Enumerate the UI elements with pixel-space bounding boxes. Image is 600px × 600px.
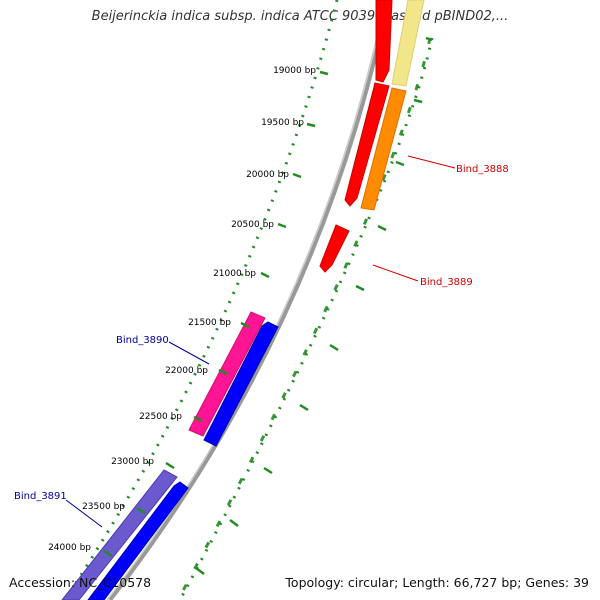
outer-dotted-ring: [178, 37, 434, 600]
tick-label-22000: 22000 bp: [165, 366, 208, 376]
ruler-ticks: [103, 70, 329, 558]
gene-blue-lower: [87, 481, 189, 600]
gene-purple-bind-3891: [61, 469, 178, 600]
gene-red-middle: [344, 82, 390, 207]
tick-label-19500: 19500 bp: [261, 118, 304, 128]
tick-label-21000: 21000 bp: [213, 269, 256, 279]
tick-label-19000: 19000 bp: [273, 66, 316, 76]
gene-label-bind-3889[interactable]: Bind_3889: [420, 277, 473, 288]
tick-label-22500: 22500 bp: [139, 412, 182, 422]
gene-label-bind-3891[interactable]: Bind_3891: [14, 491, 67, 502]
leader-line-bind-3889: [372, 264, 419, 282]
gene-pale-yellow: [391, 0, 425, 87]
gene-red-bind-3889: [319, 224, 350, 273]
leader-line-bind-3890: [168, 341, 210, 365]
tick-label-20500: 20500 bp: [231, 220, 274, 230]
plasmid-backbone-highlight: [106, 0, 386, 600]
tick-label-23500: 23500 bp: [82, 502, 125, 512]
gene-label-bind-3890[interactable]: Bind_3890: [116, 335, 169, 346]
outer-ring-dashes: [195, 36, 433, 575]
tick-label-24000: 24000 bp: [48, 543, 91, 553]
tick-label-20000: 20000 bp: [246, 170, 289, 180]
gene-label-bind-3888[interactable]: Bind_3888: [456, 164, 509, 175]
gene-red-top: [375, 0, 393, 83]
outer-tick-ring: [176, 37, 432, 600]
gene-orange-bind-3888: [360, 87, 407, 211]
plasmid-backbone: [108, 0, 390, 600]
tick-label-23000: 23000 bp: [111, 457, 154, 467]
leader-line-bind-3888: [407, 155, 456, 169]
gene-blue-upper: [203, 321, 279, 447]
summary-text: Topology: circular; Length: 66,727 bp; G…: [285, 575, 589, 590]
tick-label-21500: 21500 bp: [188, 318, 231, 328]
accession-text: Accession: NC_010578: [9, 575, 152, 590]
tick-labels: 19000 bp 19500 bp 20000 bp 20500 bp 2100…: [48, 66, 316, 553]
leader-line-bind-3891: [65, 499, 103, 528]
